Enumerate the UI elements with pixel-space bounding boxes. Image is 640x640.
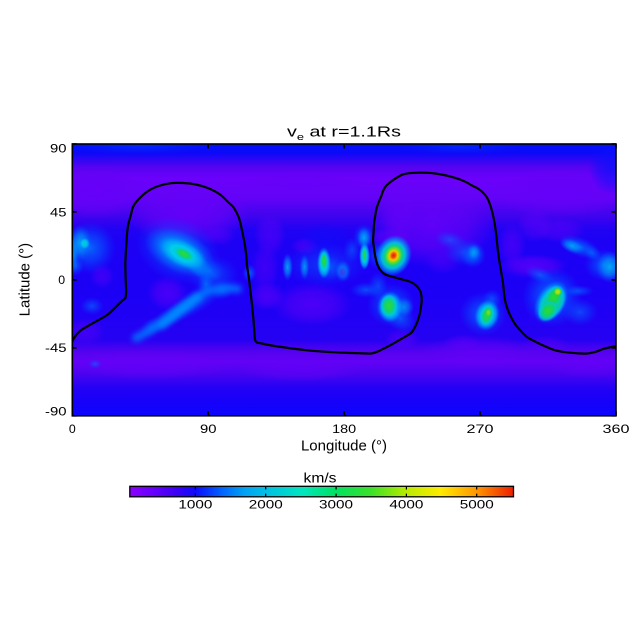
- svg-text:4000: 4000: [389, 498, 423, 512]
- svg-text:90: 90: [50, 142, 67, 156]
- svg-text:Latitude (°): Latitude (°): [17, 243, 34, 317]
- svg-text:2000: 2000: [249, 498, 283, 512]
- svg-text:270: 270: [467, 422, 494, 436]
- svg-text:-90: -90: [45, 404, 67, 418]
- svg-text:360: 360: [603, 422, 630, 436]
- svg-text:0: 0: [69, 422, 76, 436]
- svg-text:90: 90: [200, 422, 217, 436]
- svg-text:180: 180: [332, 422, 356, 436]
- svg-text:3000: 3000: [319, 498, 353, 512]
- svg-text:-45: -45: [45, 341, 67, 355]
- svg-text:ve at r=1.1Rs: ve at r=1.1Rs: [287, 125, 401, 143]
- svg-text:5000: 5000: [460, 498, 494, 512]
- svg-text:45: 45: [50, 205, 67, 219]
- svg-text:km/s: km/s: [304, 471, 337, 486]
- svg-text:Longitude (°): Longitude (°): [301, 438, 387, 455]
- svg-text:0: 0: [58, 273, 65, 287]
- svg-text:1000: 1000: [178, 498, 212, 512]
